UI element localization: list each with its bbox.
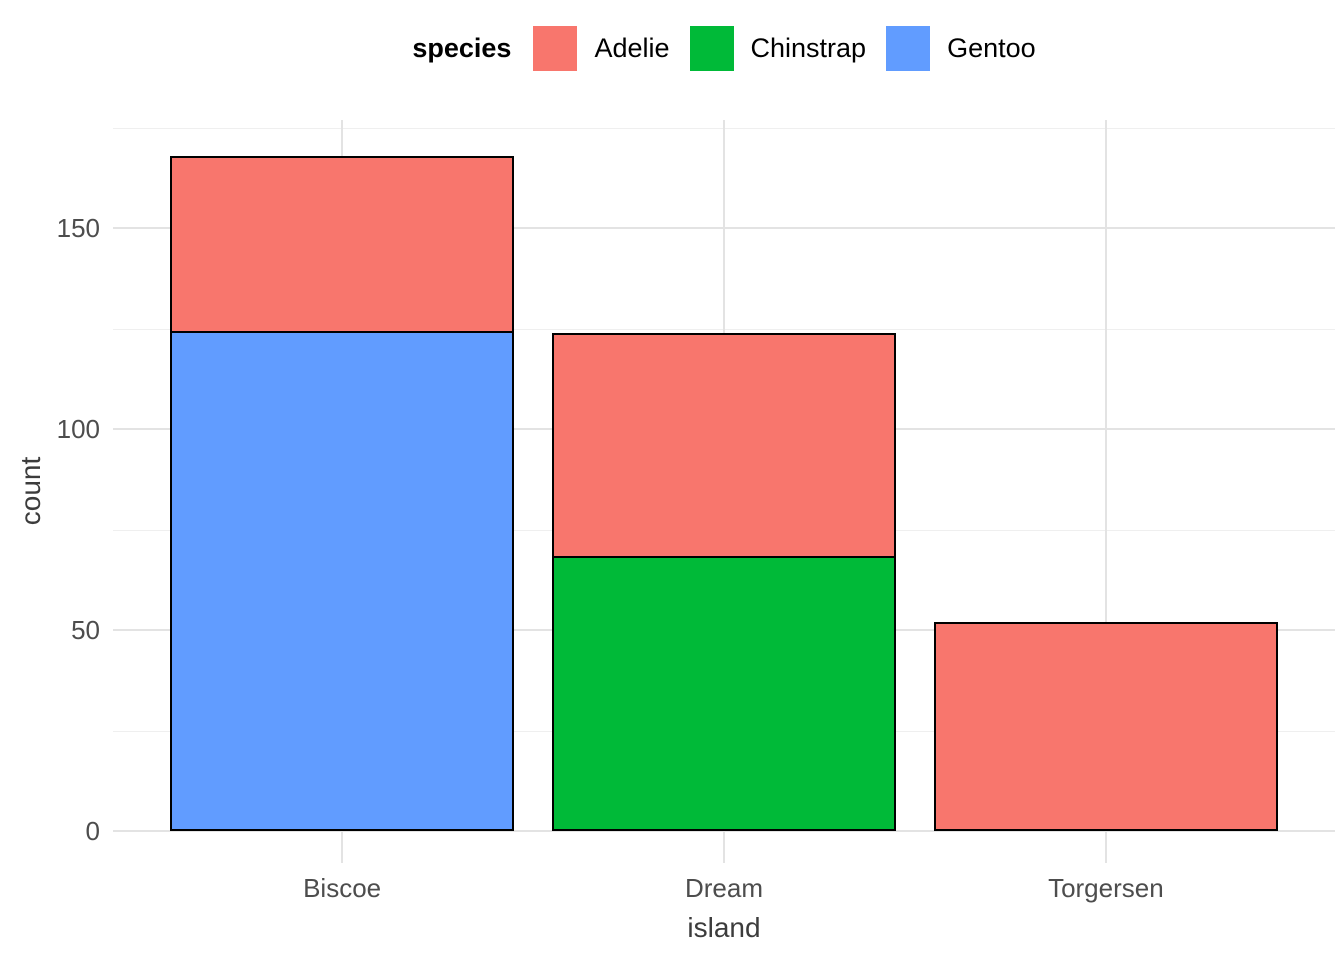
legend-label: Adelie [594,32,670,63]
bar-segment-chinstrap [552,555,896,831]
y-tick-label: 50 [71,615,100,645]
y-tick-label: 100 [56,414,100,444]
bar-segment-adelie [170,155,514,333]
y-tick-label: 150 [56,213,100,243]
legend-item: Gentoo [886,25,1036,71]
bar-segment-adelie [934,621,1278,831]
legend-swatch-gentoo [886,25,931,71]
y-tick-label: 0 [85,816,100,846]
x-tick-label: Torgersen [1048,873,1164,903]
legend-label: Chinstrap [750,32,867,63]
chart-panel [113,120,1335,863]
legend-title: species [412,32,512,63]
legend: species Adelie Chinstrap Gentoo [113,22,1335,74]
legend-item: Chinstrap [689,25,867,71]
legend-label: Gentoo [947,32,1036,63]
x-gridline-major [1104,120,1107,863]
legend-swatch-chinstrap [689,25,734,71]
x-tick-label: Biscoe [303,873,382,903]
legend-swatch-adelie [533,25,578,71]
bar-segment-gentoo [170,330,514,831]
y-axis-title: count [15,456,46,526]
legend-item: Adelie [533,25,670,71]
x-tick-label: Dream [684,873,763,903]
bar-segment-adelie [552,332,896,558]
x-axis-title: island [687,912,761,943]
